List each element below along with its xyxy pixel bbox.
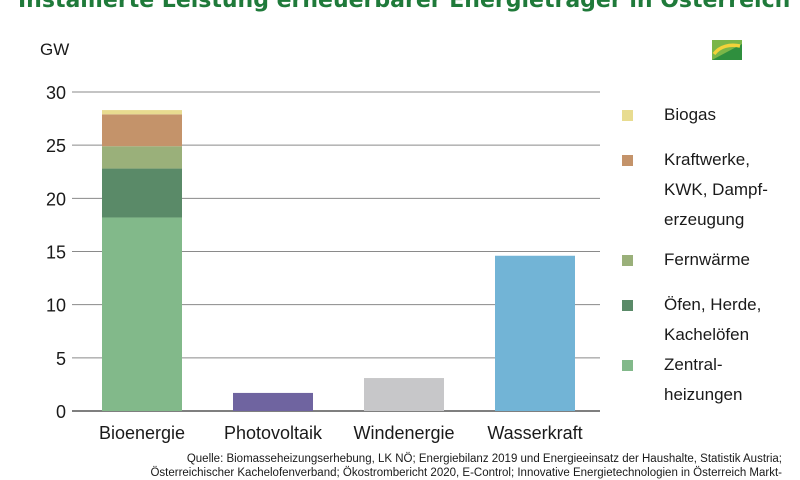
chart-title: Installierte Leistung erneuerbarer Energ… bbox=[18, 0, 791, 13]
bar-segment bbox=[102, 217, 182, 411]
source-line: Quelle: Biomasseheizungserhebung, LK NÖ;… bbox=[186, 453, 782, 465]
x-tick-label: Bioenergie bbox=[99, 423, 185, 443]
y-tick-label: 5 bbox=[56, 349, 66, 369]
y-tick-label: 30 bbox=[46, 83, 66, 103]
x-tick-label: Wasserkraft bbox=[487, 423, 582, 443]
x-axis-ticks: Bioenergie Photovoltaik Windenergie Wasserk… bbox=[99, 423, 583, 443]
legend-label: Biogas bbox=[664, 105, 716, 124]
y-tick-label: 15 bbox=[46, 243, 66, 263]
legend-label: Zentral- heizungen bbox=[664, 355, 743, 404]
legend-swatch bbox=[622, 155, 633, 166]
source-line: Österreichischer Kachelofenverband; Ökos… bbox=[150, 467, 782, 479]
source-note: Quelle: Biomasseheizungserhebung, LK NÖ;… bbox=[0, 452, 782, 480]
x-tick-label: Photovoltaik bbox=[224, 423, 323, 443]
legend-label: Fernwärme bbox=[664, 250, 750, 269]
bars bbox=[102, 110, 575, 411]
y-tick-label: 10 bbox=[46, 296, 66, 316]
legend-swatch bbox=[622, 360, 633, 371]
legend-swatch bbox=[622, 110, 633, 121]
bar-segment bbox=[102, 110, 182, 115]
bar-segment bbox=[102, 168, 182, 218]
bar-segment bbox=[364, 378, 444, 411]
y-tick-label: 0 bbox=[56, 402, 66, 422]
bar-segment bbox=[102, 114, 182, 147]
y-tick-label: 20 bbox=[46, 189, 66, 209]
y-axis-ticks: 0 5 10 15 20 25 30 bbox=[46, 83, 66, 422]
legend-swatch bbox=[622, 300, 633, 311]
bar-segment bbox=[495, 255, 575, 411]
bar-segment bbox=[102, 146, 182, 169]
legend-label: Kraftwerke, KWK, Dampf- erzeugung bbox=[664, 150, 768, 229]
y-axis-unit-label: GW bbox=[40, 40, 70, 59]
brand-logo-icon bbox=[712, 40, 742, 60]
y-tick-label: 25 bbox=[46, 136, 66, 156]
legend-label: Öfen, Herde, Kachelöfen bbox=[664, 295, 762, 344]
legend-swatch bbox=[622, 255, 633, 266]
bar-segment bbox=[233, 392, 313, 411]
x-tick-label: Windenergie bbox=[353, 423, 454, 443]
